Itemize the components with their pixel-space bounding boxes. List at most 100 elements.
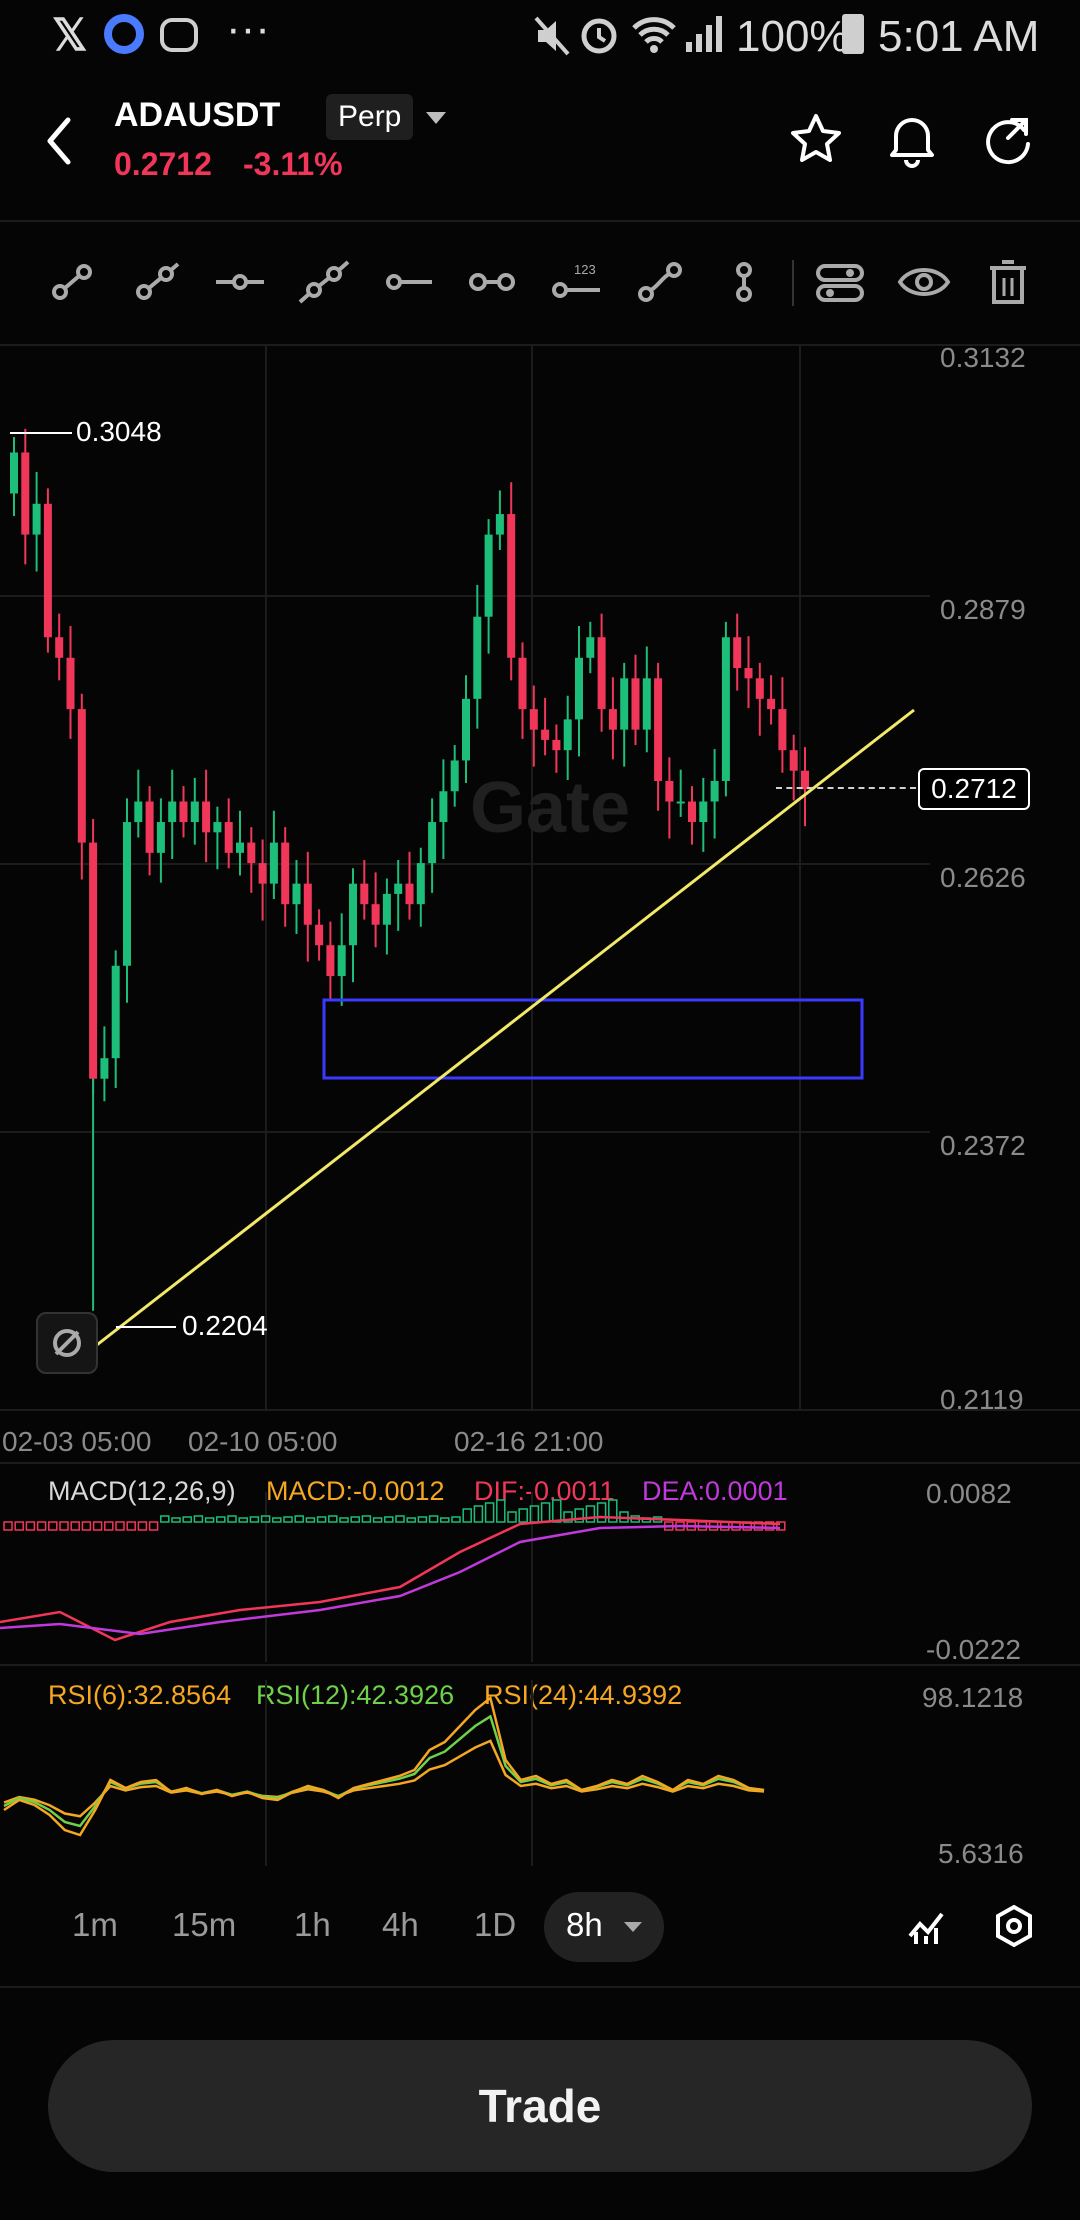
google-icon — [104, 14, 144, 54]
candle-body — [473, 616, 482, 699]
macd-histogram-bar — [14, 1521, 24, 1531]
candle-body — [439, 791, 448, 823]
candle-body — [202, 801, 211, 833]
toolbar-divider — [792, 260, 794, 306]
macd-histogram-bar — [406, 1517, 416, 1523]
price-axis-label: 0.2626 — [940, 862, 1026, 893]
timeframe-1m[interactable]: 1m — [72, 1906, 118, 1943]
chevron-down-icon[interactable] — [622, 1920, 644, 1939]
svg-text:123: 123 — [574, 262, 596, 277]
low-price-label: 0.2204 — [182, 1310, 268, 1341]
candle-body — [315, 924, 324, 946]
macd-histogram-bar — [428, 1515, 439, 1523]
timeframe-4h[interactable]: 4h — [382, 1906, 419, 1943]
price-label-tool-icon[interactable]: 123 — [550, 256, 602, 308]
vertical-line-tool-icon[interactable] — [718, 256, 770, 308]
candle-body — [123, 822, 131, 966]
macd-histogram-bar — [328, 1515, 338, 1523]
candle-body — [190, 801, 199, 823]
macd-chart — [0, 1492, 786, 1662]
favorite-star-icon[interactable] — [788, 112, 844, 171]
candle-body — [462, 698, 470, 761]
candle-body — [145, 801, 154, 853]
chart-settings-icon[interactable] — [994, 1904, 1034, 1953]
trade-button[interactable]: Trade — [48, 2040, 1032, 2172]
eye-icon[interactable] — [896, 256, 952, 308]
macd-histogram-bar — [70, 1521, 80, 1531]
macd-histogram-bar — [48, 1521, 58, 1531]
macd-histogram-bar — [518, 1508, 528, 1523]
macd-histogram-bar — [36, 1521, 47, 1531]
time-axis-label: 02-10 05:00 — [188, 1426, 338, 1457]
contract-type-badge[interactable]: Perp — [326, 94, 414, 140]
timeframe-8h[interactable]: 8h — [566, 1906, 603, 1943]
parallel-channel-tool-icon[interactable] — [466, 256, 518, 308]
trend-line-tool-icon[interactable] — [46, 256, 98, 308]
macd-histogram-bar — [294, 1515, 304, 1523]
chevron-down-icon[interactable] — [424, 110, 448, 131]
candle-body — [789, 750, 798, 771]
timeframe-15m[interactable]: 15m — [172, 1906, 237, 1943]
rsi6-value: RSI(6):32.8564 — [48, 1680, 232, 1710]
candle-body — [801, 770, 809, 790]
candle-body — [10, 452, 18, 494]
rsi-panel: RSI(6):32.8564 RSI(12):42.3926 RSI(24):4… — [0, 1664, 1080, 1869]
price-axis-label: 0.3132 — [940, 342, 1026, 373]
indicators-icon[interactable] — [906, 1906, 946, 1951]
current-price-tag: 0.2712 — [918, 768, 1030, 810]
candle-body — [654, 678, 663, 781]
segment-tool-icon[interactable] — [634, 256, 686, 308]
drawing-toolbar: 123 — [0, 222, 1080, 346]
time-axis-label: 02-16 21:00 — [454, 1426, 604, 1457]
macd-histogram-bar — [171, 1517, 181, 1523]
candle-body — [326, 945, 335, 977]
candle-body — [744, 668, 753, 679]
price-chart[interactable]: Gate — [0, 344, 1080, 1474]
candle-body — [269, 842, 278, 884]
time-axis-label: 02-03 05:00 — [2, 1426, 152, 1457]
macd-histogram-bar — [451, 1516, 461, 1523]
candle-body — [134, 801, 143, 823]
candle-body — [450, 760, 459, 792]
low-price-marker — [116, 1326, 176, 1328]
trend-line-drawing — [61, 708, 915, 1374]
horizontal-ray-tool-icon[interactable] — [382, 256, 434, 308]
timeframe-8h-selected[interactable] — [544, 1892, 664, 1962]
extended-line-tool-icon[interactable] — [298, 256, 350, 308]
macd-histogram-bar — [574, 1508, 584, 1523]
candle-body — [111, 965, 120, 1059]
rsi24-value: RSI(24):44.9392 — [484, 1680, 683, 1710]
macd-histogram-bar — [339, 1517, 349, 1523]
alarm-icon — [578, 12, 620, 61]
macd-histogram-bar — [473, 1505, 484, 1523]
timeframe-1d[interactable]: 1D — [474, 1906, 517, 1943]
candle-body — [349, 883, 357, 946]
dea-line — [0, 1524, 781, 1636]
candle-body — [642, 678, 651, 730]
macd-histogram-bar — [160, 1515, 170, 1523]
candle-body — [597, 637, 606, 710]
trash-icon[interactable] — [982, 256, 1034, 308]
bell-icon[interactable] — [886, 110, 938, 173]
timeframe-1h[interactable]: 1h — [294, 1906, 331, 1943]
candlesticks — [10, 428, 809, 1311]
candle-body — [371, 904, 380, 925]
macd-histogram-bar — [148, 1521, 159, 1531]
layers-icon[interactable] — [812, 256, 868, 308]
ray-tool-icon[interactable] — [130, 256, 182, 308]
candle-body — [32, 503, 41, 535]
candle-body — [55, 637, 64, 658]
magnet-tool-button[interactable] — [36, 1312, 98, 1374]
mute-icon — [532, 14, 572, 63]
candle-body — [66, 657, 75, 710]
dif-line — [0, 1515, 781, 1642]
back-arrow-icon[interactable] — [44, 116, 74, 171]
share-icon[interactable] — [982, 112, 1036, 171]
macd-histogram-bar — [540, 1502, 551, 1523]
rsi6-line — [3, 1695, 765, 1837]
chart-drawings[interactable] — [61, 708, 915, 1374]
horizontal-line-tool-icon[interactable] — [214, 256, 266, 308]
pair-name[interactable]: ADAUSDT — [114, 96, 281, 134]
macd-histogram-bar — [193, 1515, 204, 1523]
macd-histogram-bar — [115, 1521, 125, 1531]
